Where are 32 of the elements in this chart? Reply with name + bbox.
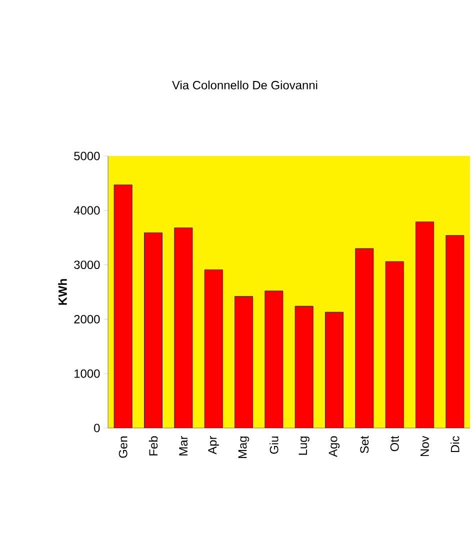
bar (114, 184, 132, 428)
y-tick-label: 5000 (74, 152, 100, 160)
x-tick-label: Ott (390, 436, 399, 452)
x-tick-label: Giu (270, 436, 278, 454)
x-tick-label: Nov (420, 436, 429, 456)
y-tick-label: 4000 (74, 206, 100, 215)
bar (416, 222, 434, 428)
x-tick-label: Apr (208, 436, 219, 454)
y-tick-label: 2000 (74, 314, 100, 324)
bar (325, 312, 344, 428)
x-tick-label: Mag (238, 436, 250, 458)
bar (234, 296, 253, 428)
chart-title: Via Colonnello De Giovanni (172, 80, 318, 90)
x-tick-label: Dic (450, 436, 460, 452)
y-tick-label: 0 (94, 424, 100, 432)
bar (144, 232, 162, 428)
x-tick-label: Set (360, 436, 369, 454)
bar (446, 235, 464, 428)
x-tick-label: Gen (118, 436, 128, 458)
bar (385, 261, 404, 428)
bar (264, 290, 284, 428)
y-tick-label: 1000 (74, 369, 100, 378)
x-tick-label: Mar (179, 436, 188, 456)
bar (204, 269, 223, 428)
x-tick-label: Lug (298, 436, 310, 455)
bar (294, 306, 314, 428)
y-axis-title: KWh (58, 279, 67, 305)
bar (355, 248, 374, 428)
x-tick-label: Feb (148, 436, 158, 456)
y-tick-label: 3000 (74, 260, 100, 270)
bar (174, 228, 193, 428)
x-tick-label: Ago (328, 436, 340, 458)
